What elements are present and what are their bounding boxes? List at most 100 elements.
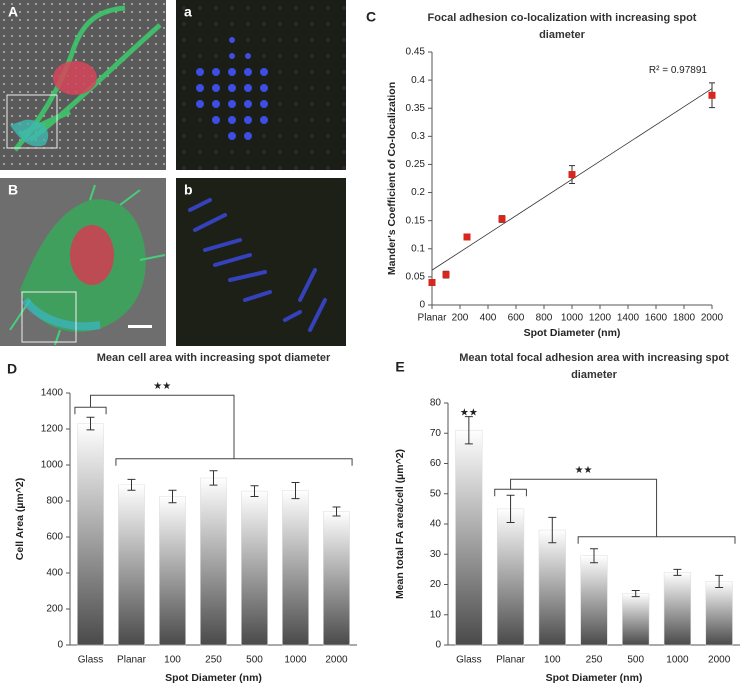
x-tick-label: 1000 — [284, 655, 307, 666]
chart-title: Mean cell area with increasing spot diam… — [97, 352, 331, 364]
bar — [496, 508, 525, 646]
x-tick-label: 1000 — [666, 655, 689, 666]
y-axis-title: Mander's Coefficient of Co-localization — [386, 82, 398, 275]
y-tick-label: 0.1 — [411, 243, 425, 254]
bar — [77, 423, 104, 646]
bar — [705, 581, 733, 646]
y-tick-label: 0.3 — [411, 131, 425, 142]
bar — [622, 593, 650, 646]
error-bar — [464, 416, 473, 445]
bar — [323, 511, 350, 646]
y-tick-label: 0 — [57, 640, 63, 651]
bar — [663, 572, 692, 646]
error-bar — [631, 590, 640, 598]
error-bar — [127, 478, 136, 491]
bar — [455, 429, 483, 646]
error-bar — [250, 485, 259, 497]
x-tick-label: Glass — [78, 655, 104, 666]
error-bar — [590, 548, 598, 564]
significance-stars: ★★ — [575, 465, 593, 476]
x-tick-label: 2000 — [701, 313, 724, 324]
x-axis-title: Spot Diameter (nm) — [546, 672, 643, 684]
y-tick-label: 0.45 — [406, 47, 426, 58]
panel-label: B — [8, 182, 18, 198]
image-a-upper: A — [0, 0, 166, 170]
significance-bracket — [115, 458, 353, 466]
y-tick-label: 0.4 — [411, 75, 425, 86]
y-axis-title: Mean total FA area/cell (µm^2) — [394, 449, 406, 599]
error-bar — [168, 489, 177, 504]
bar — [159, 496, 186, 646]
y-tick-label: 400 — [46, 568, 63, 579]
chart-title: diameter — [539, 29, 586, 41]
x-tick-label: 100 — [544, 655, 561, 666]
bar — [241, 490, 268, 646]
x-tick-label: 2000 — [325, 655, 348, 666]
point — [498, 215, 506, 223]
error-bar — [715, 574, 724, 589]
x-tick-label: Planar — [418, 313, 448, 324]
error-bar — [86, 416, 95, 431]
x-tick-label: 1600 — [645, 313, 668, 324]
significance-join — [510, 478, 658, 537]
y-tick-label: 0.25 — [406, 159, 426, 170]
y-tick-label: 0.05 — [406, 272, 426, 283]
bar — [118, 484, 145, 646]
point — [568, 171, 576, 179]
chart-title: Mean total focal adhesion area with incr… — [459, 352, 729, 364]
significance-bracket — [494, 488, 527, 497]
bar — [538, 529, 566, 646]
error-bar — [209, 470, 218, 486]
x-axis-title: Spot Diameter (nm) — [165, 672, 262, 684]
x-tick-label: 1400 — [617, 313, 640, 324]
panel-label: A — [8, 4, 18, 20]
y-tick-label: 0.35 — [406, 103, 426, 114]
significance-join — [90, 394, 235, 459]
point — [442, 271, 450, 279]
y-tick-label: 70 — [430, 428, 442, 439]
chart-title: diameter — [571, 369, 618, 381]
y-tick-label: 80 — [430, 398, 442, 409]
error-bar — [291, 481, 300, 500]
x-axis-title: Spot Diameter (nm) — [524, 327, 621, 339]
y-tick-label: 0.2 — [411, 187, 425, 198]
significance-stars: ★★ — [153, 381, 171, 392]
y-tick-label: 0 — [435, 640, 441, 651]
x-tick-label: 600 — [508, 313, 525, 324]
chart-title: Focal adhesion co-localization with incr… — [428, 12, 697, 24]
x-tick-label: Planar — [117, 655, 147, 666]
x-tick-label: 1200 — [589, 313, 612, 324]
panel-label: D — [7, 361, 17, 377]
point — [428, 279, 436, 287]
y-tick-label: 800 — [46, 496, 63, 507]
point — [463, 233, 471, 241]
y-tick-label: 60 — [430, 458, 442, 469]
x-tick-label: Planar — [496, 655, 526, 666]
x-tick-label: 500 — [627, 655, 644, 666]
error-bar — [548, 516, 557, 544]
y-axis-title: Cell Area (µm^2) — [14, 478, 26, 560]
image-b-upper: B — [0, 178, 166, 346]
x-tick-label: 1800 — [673, 313, 696, 324]
y-tick-label: 10 — [430, 609, 442, 620]
significance-bracket — [74, 406, 107, 415]
r-squared: R² = 0.97891 — [649, 65, 708, 76]
y-tick-label: 600 — [46, 532, 63, 543]
image-a-lower: a — [176, 0, 346, 170]
x-tick-label: 400 — [480, 313, 497, 324]
significance-stars: ★★ — [460, 407, 478, 418]
x-tick-label: 800 — [536, 313, 553, 324]
x-tick-label: Glass — [456, 655, 482, 666]
point — [708, 91, 716, 99]
x-tick-label: 500 — [246, 655, 263, 666]
error-bar — [673, 568, 682, 576]
panel-label: E — [395, 359, 404, 375]
x-tick-label: 1000 — [561, 313, 584, 324]
bar — [282, 490, 309, 646]
y-tick-label: 1000 — [41, 460, 64, 471]
x-tick-label: 100 — [164, 655, 181, 666]
image-b-lower: b — [176, 178, 346, 346]
y-tick-label: 0 — [419, 300, 425, 311]
y-tick-label: 1200 — [41, 424, 64, 435]
